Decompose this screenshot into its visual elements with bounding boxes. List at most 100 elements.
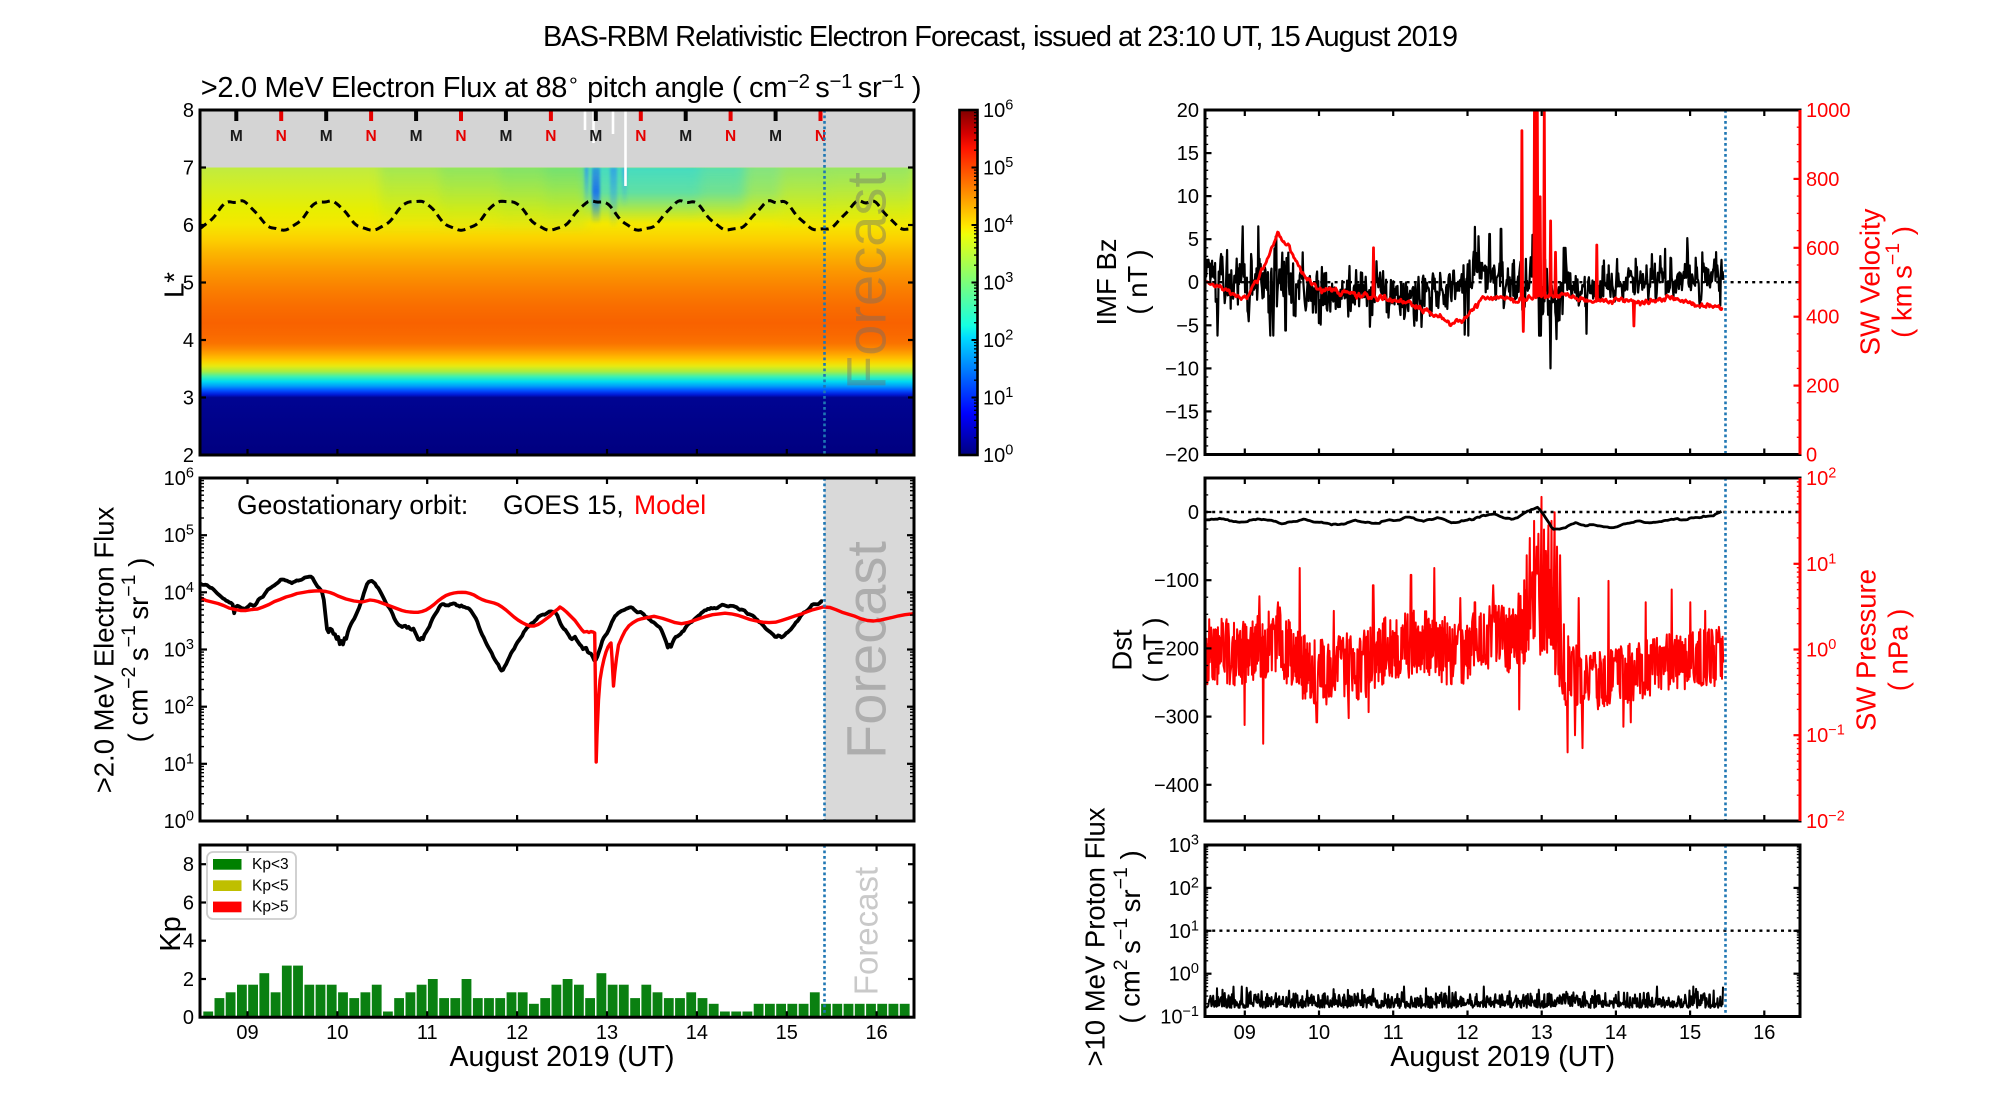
svg-text:13: 13 — [1531, 1022, 1553, 1044]
svg-text:105: 105 — [983, 155, 1013, 180]
svg-text:Kp<5: Kp<5 — [252, 877, 289, 894]
svg-text:N: N — [725, 128, 736, 145]
svg-text:August 2019 (UT): August 2019 (UT) — [1390, 1041, 1615, 1073]
svg-text:15: 15 — [1177, 143, 1199, 165]
svg-text:−10: −10 — [1165, 358, 1199, 380]
svg-text:Model: Model — [634, 490, 706, 520]
svg-text:>2.0 MeV Electron Flux at 88∘: >2.0 MeV Electron Flux at 88∘ pitch angl… — [201, 70, 922, 104]
svg-text:14: 14 — [1605, 1022, 1627, 1044]
svg-text:104: 104 — [164, 580, 194, 605]
svg-text:4: 4 — [183, 931, 194, 953]
svg-text:−5: −5 — [1176, 315, 1199, 337]
svg-text:0: 0 — [1188, 272, 1199, 294]
svg-text:3: 3 — [183, 388, 194, 410]
svg-text:800: 800 — [1806, 169, 1839, 191]
svg-text:2: 2 — [183, 969, 194, 991]
svg-text:Dst: Dst — [1107, 629, 1138, 671]
svg-text:13: 13 — [596, 1022, 618, 1044]
svg-text:4: 4 — [183, 330, 194, 352]
svg-text:N: N — [455, 128, 466, 145]
svg-text:N: N — [276, 128, 287, 145]
svg-text:101: 101 — [1806, 551, 1836, 576]
svg-text:100: 100 — [164, 809, 194, 834]
svg-text:12: 12 — [506, 1022, 528, 1044]
svg-text:−15: −15 — [1165, 401, 1199, 423]
svg-text:8: 8 — [183, 100, 194, 122]
svg-text:M: M — [230, 128, 243, 145]
svg-text:Forecast: Forecast — [835, 541, 898, 759]
svg-text:BAS-RBM Relativistic Electron: BAS-RBM Relativistic Electron Forecast, … — [543, 21, 1457, 53]
svg-text:10: 10 — [1308, 1022, 1330, 1044]
svg-text:09: 09 — [1234, 1022, 1256, 1044]
svg-text:12: 12 — [1456, 1022, 1478, 1044]
svg-text:106: 106 — [983, 98, 1013, 123]
svg-text:102: 102 — [164, 694, 194, 719]
svg-text:M: M — [410, 128, 423, 145]
svg-text:−300: −300 — [1154, 707, 1199, 729]
svg-text:8: 8 — [183, 854, 194, 876]
svg-text:7: 7 — [183, 158, 194, 180]
svg-text:SW Velocity: SW Velocity — [1855, 208, 1886, 355]
svg-text:( nT ): ( nT ) — [1138, 617, 1169, 682]
svg-text:11: 11 — [1383, 1022, 1404, 1044]
svg-text:100: 100 — [1806, 637, 1836, 662]
svg-text:600: 600 — [1806, 238, 1839, 260]
svg-text:400: 400 — [1806, 307, 1839, 329]
svg-text:−20: −20 — [1165, 445, 1199, 467]
svg-text:M: M — [499, 128, 512, 145]
svg-text:−100: −100 — [1154, 570, 1199, 592]
svg-text:16: 16 — [1753, 1022, 1775, 1044]
svg-text:103: 103 — [983, 270, 1013, 295]
svg-text:Kp>5: Kp>5 — [252, 899, 289, 916]
svg-text:0: 0 — [1188, 502, 1199, 524]
svg-text:15: 15 — [1679, 1022, 1701, 1044]
svg-text:2: 2 — [183, 445, 194, 467]
svg-text:20: 20 — [1177, 100, 1199, 122]
svg-text:10−1: 10−1 — [1160, 1004, 1199, 1029]
svg-text:−200: −200 — [1154, 638, 1199, 660]
svg-text:104: 104 — [983, 213, 1013, 238]
svg-text:August 2019 (UT): August 2019 (UT) — [450, 1041, 675, 1073]
svg-text:1000: 1000 — [1806, 100, 1851, 122]
svg-text:M: M — [320, 128, 333, 145]
svg-text:M: M — [589, 128, 602, 145]
svg-text:( km s−1 ): ( km s−1 ) — [1882, 226, 1918, 338]
svg-text:11: 11 — [417, 1022, 438, 1044]
svg-text:102: 102 — [1806, 466, 1836, 491]
svg-text:106: 106 — [164, 466, 194, 491]
svg-text:Forecast: Forecast — [835, 172, 898, 390]
svg-text:102: 102 — [983, 328, 1013, 353]
svg-text:14: 14 — [686, 1022, 708, 1044]
svg-text:>10 MeV Proton Flux: >10 MeV Proton Flux — [1080, 807, 1111, 1066]
svg-text:105: 105 — [164, 523, 194, 548]
svg-text:Kp<3: Kp<3 — [252, 856, 289, 873]
svg-text:0: 0 — [1806, 445, 1817, 467]
svg-text:>2.0 MeV Electron Flux: >2.0 MeV Electron Flux — [89, 506, 120, 793]
svg-text:100: 100 — [983, 443, 1013, 468]
svg-text:( nPa ): ( nPa ) — [1883, 609, 1914, 692]
svg-text:Forecast: Forecast — [848, 867, 885, 995]
svg-text:Kp: Kp — [155, 916, 187, 951]
svg-text:102: 102 — [1169, 875, 1199, 900]
svg-text:103: 103 — [164, 637, 194, 662]
svg-text:0: 0 — [183, 1007, 194, 1029]
svg-text:103: 103 — [1169, 833, 1199, 858]
svg-text:N: N — [635, 128, 646, 145]
svg-text:5: 5 — [183, 273, 194, 295]
svg-text:15: 15 — [776, 1022, 798, 1044]
svg-text:M: M — [679, 128, 692, 145]
svg-text:−400: −400 — [1154, 775, 1199, 797]
svg-text:GOES 15,: GOES 15, — [503, 490, 624, 520]
svg-text:101: 101 — [983, 385, 1013, 410]
svg-text:101: 101 — [1169, 918, 1199, 943]
svg-text:N: N — [545, 128, 556, 145]
svg-text:6: 6 — [183, 893, 194, 915]
svg-text:( cm−2 s−1 sr−1 ): ( cm−2 s−1 sr−1 ) — [118, 558, 154, 743]
svg-text:( nT ): ( nT ) — [1122, 249, 1153, 314]
svg-text:N: N — [815, 128, 826, 145]
svg-text:L*: L* — [159, 272, 190, 298]
svg-text:200: 200 — [1806, 376, 1839, 398]
svg-text:10−1: 10−1 — [1806, 723, 1845, 748]
svg-text:Geostationary orbit:: Geostationary orbit: — [237, 490, 468, 520]
svg-text:10: 10 — [1177, 186, 1199, 208]
